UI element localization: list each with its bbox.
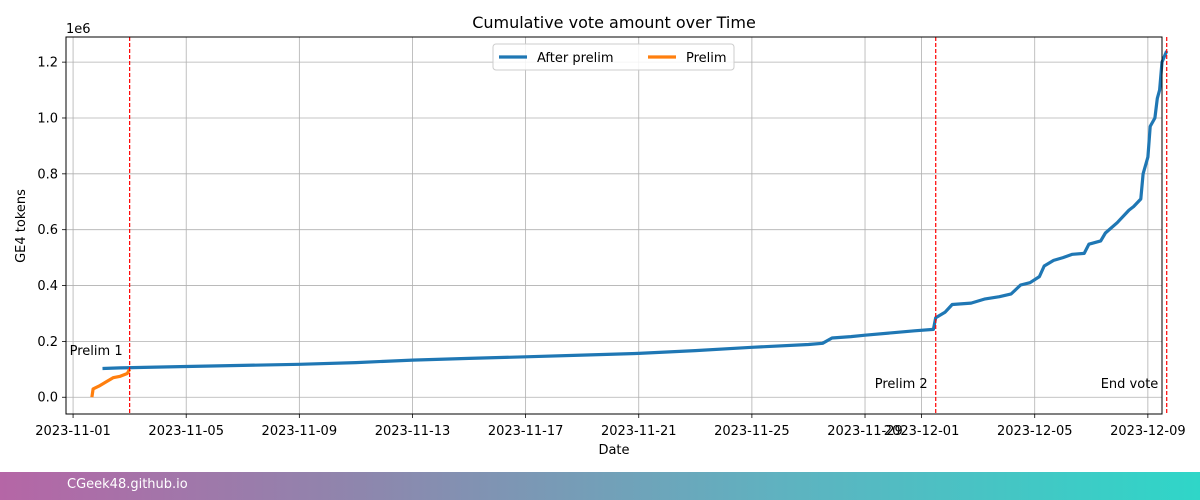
y-axis-label: GE4 tokens xyxy=(14,189,29,263)
x-tick-label: 2023-11-13 xyxy=(375,424,451,439)
x-tick-label: 2023-12-09 xyxy=(1110,424,1186,439)
y-multiplier-label: 1e6 xyxy=(66,22,91,37)
y-tick-label: 0.8 xyxy=(37,167,58,182)
y-tick-label: 0.6 xyxy=(37,223,58,238)
x-tick-label: 2023-11-09 xyxy=(262,424,338,439)
y-tick-label: 0.2 xyxy=(37,335,58,350)
y-tick-label: 0.0 xyxy=(37,391,58,406)
event-label: Prelim 2 xyxy=(875,377,928,392)
x-tick-label: 2023-12-05 xyxy=(997,424,1073,439)
cumulative-vote-chart: Cumulative vote amount over Time GE4 tok… xyxy=(14,13,1186,458)
x-tick-label: 2023-11-05 xyxy=(148,424,224,439)
series-line-after-prelim xyxy=(102,50,1169,371)
legend-box xyxy=(492,43,735,71)
x-tick-label: 2023-11-25 xyxy=(714,424,790,439)
y-tick-label: 1.2 xyxy=(37,56,58,71)
event-label: Prelim 1 xyxy=(70,344,123,359)
x-tick-label: 2023-11-21 xyxy=(601,424,677,439)
chart-title: Cumulative vote amount over Time xyxy=(472,13,756,32)
x-tick-label: 2023-12-01 xyxy=(884,424,960,439)
x-tick-label: 2023-11-17 xyxy=(488,424,564,439)
y-tick-label: 0.4 xyxy=(37,279,58,294)
footer-site-link[interactable]: CGeek48.github.io xyxy=(67,477,188,492)
x-tick-label: 2023-11-01 xyxy=(35,424,111,439)
y-tick-label: 1.0 xyxy=(37,111,58,126)
event-label: End vote xyxy=(1101,377,1159,392)
series-line-prelim xyxy=(90,368,132,398)
legend-label: After prelim xyxy=(537,51,614,66)
legend: After prelim Prelim xyxy=(492,43,735,71)
plot-frame xyxy=(65,36,1163,415)
legend-label: Prelim xyxy=(686,51,727,66)
footer-banner: CGeek48.github.io xyxy=(0,472,1200,500)
x-tick-label: 2023-11-29 xyxy=(827,424,903,439)
x-axis-label: Date xyxy=(598,443,629,458)
